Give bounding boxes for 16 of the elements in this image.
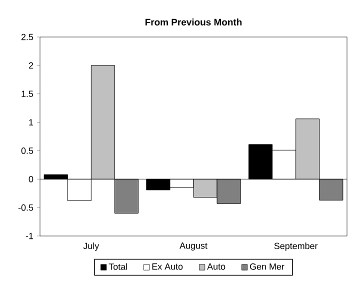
x-tick-label: July — [83, 242, 100, 251]
x-tick-label: September — [274, 242, 318, 251]
y-tick-label: -0.5 — [18, 204, 34, 211]
y-tick-label: 1.5 — [22, 90, 34, 97]
y-tick-label: 2 — [28, 62, 34, 69]
y-tick-label: 1 — [29, 119, 34, 126]
legend-label: Gen Mer — [250, 263, 284, 270]
chart-title: From Previous Month — [146, 18, 242, 26]
legend-label: Ex Auto — [152, 263, 183, 270]
legend-label: Auto — [207, 263, 226, 270]
y-tick-label: -1 — [26, 232, 34, 240]
y-tick-label: 0 — [28, 176, 34, 182]
y-tick-label: 2.5 — [21, 34, 34, 40]
x-tick-label: August — [180, 242, 208, 251]
legend-label: Total — [108, 263, 127, 270]
y-tick-label: 0.5 — [21, 148, 34, 154]
